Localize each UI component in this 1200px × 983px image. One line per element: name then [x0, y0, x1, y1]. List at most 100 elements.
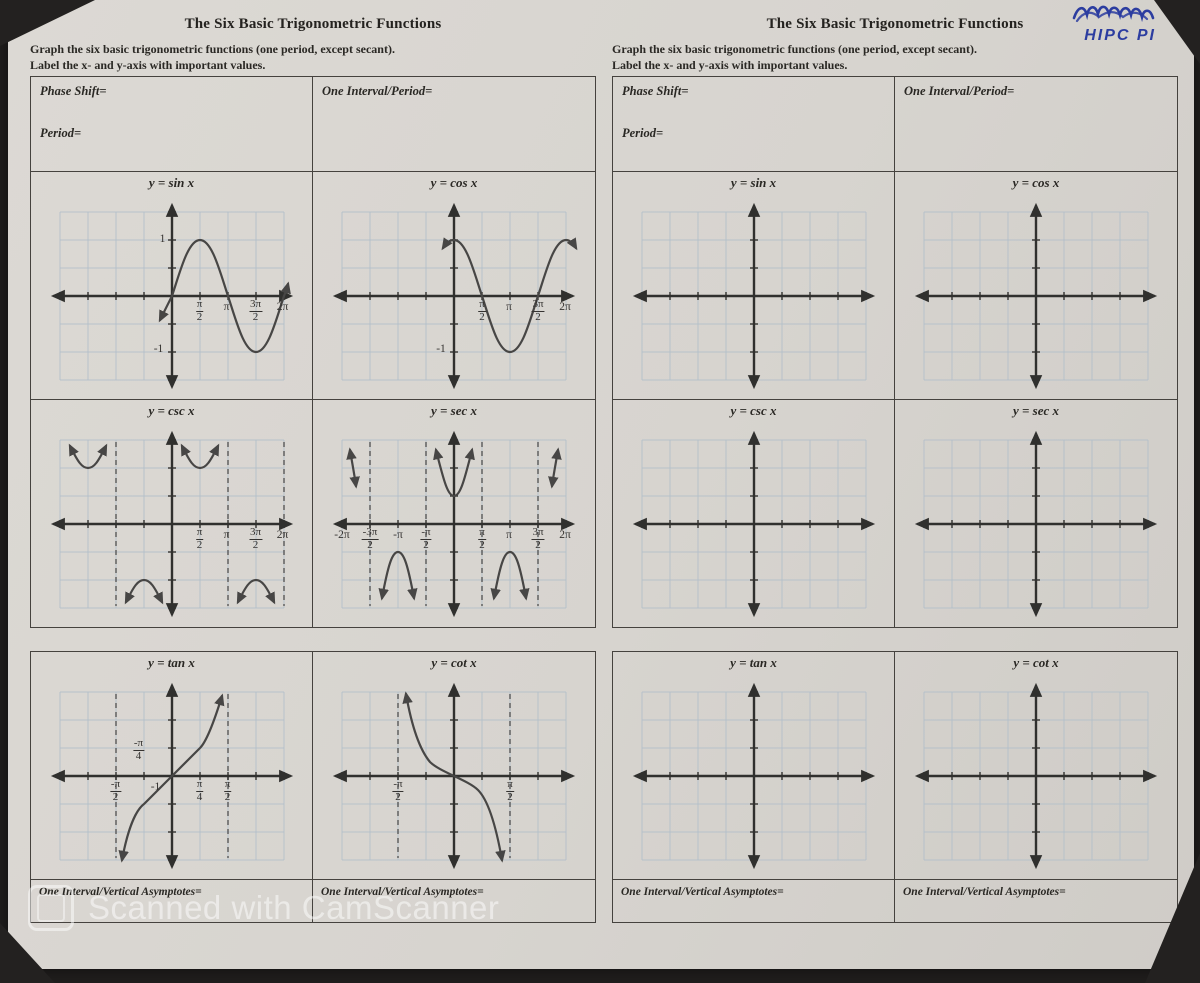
lower-table: y = tan x y = cot x One Interval/Vertica… [612, 651, 1178, 924]
graph-cell-cot-blank: y = cot x [895, 652, 1177, 879]
asymptotes-label: One Interval/Vertical Asymptotes= [321, 886, 484, 899]
asymptotes-label: One Interval/Vertical Asymptotes= [39, 886, 202, 899]
x-axis-label: -π 2 [109, 778, 122, 803]
pen-scribble-icon [1071, 2, 1166, 31]
sin-graph-canvas-blank [624, 196, 884, 396]
sec-graph-canvas-blank [906, 424, 1166, 624]
instruction-line-1: Graph the six basic trigonometric functi… [30, 42, 395, 56]
worksheet-paper: The Six Basic Trigonometric Functions Gr… [8, 0, 1194, 969]
graph-cell-csc-blank: y = csc x [613, 400, 895, 628]
x-axis-label: 2π [559, 529, 571, 542]
asymptotes-label: One Interval/Vertical Asymptotes= [621, 886, 784, 899]
sin-cos-row: y = sin x y = cos x [613, 171, 1177, 400]
csc-sec-row: y = csc x y = sec x [613, 399, 1177, 628]
curve-point-label: -π 4 [132, 737, 145, 762]
upper-table: Phase Shift= Period= One Interval/Period… [612, 76, 1178, 629]
page-title: The Six Basic Trigonometric Functions [766, 16, 1024, 32]
interval-period-cell: One Interval/Period= [895, 77, 1177, 171]
graph-title-sin: y = sin x [148, 175, 195, 191]
asymptotes-cell-cot: One Interval/Vertical Asymptotes= [895, 880, 1177, 922]
asymptotes-label: One Interval/Vertical Asymptotes= [903, 886, 1066, 899]
graph-title-csc: y = csc x [730, 403, 777, 419]
interval-period-label: One Interval/Period= [322, 84, 433, 99]
phase-shift-label: Phase Shift= [622, 84, 689, 99]
x-axis-label: -2π [334, 529, 350, 542]
graph-cell-sin-blank: y = sin x [613, 172, 895, 400]
x-axis-label: 3π 2 [248, 526, 263, 551]
table-gap [612, 628, 1178, 648]
phase-period-cell: Phase Shift= Period= [31, 77, 313, 172]
x-axis-label: -π [393, 529, 403, 542]
y-axis-label: 1 [159, 233, 166, 246]
graph-title-tan: y = tan x [730, 655, 777, 671]
x-axis-label: -π 2 [420, 526, 432, 551]
graph-title-sin: y = sin x [730, 175, 777, 191]
x-axis-label: 2π [559, 301, 571, 314]
tan-graph-canvas-blank [624, 676, 884, 876]
x-axis-label: 3π 2 [531, 298, 545, 323]
graph-title-sec: y = sec x [1012, 403, 1060, 419]
graph-cell-tan-blank: y = tan x [613, 652, 895, 880]
camscanner-watermark: Scanned with CamScanner [28, 885, 499, 931]
instruction-line-1: Graph the six basic trigonometric functi… [612, 42, 977, 56]
period-label: Period= [622, 126, 664, 141]
graph-title-cot: y = cot x [1013, 655, 1059, 671]
graph-title-cos: y = cos x [430, 175, 478, 191]
interval-period-label: One Interval/Period= [904, 84, 1015, 99]
period-label: Period= [40, 126, 82, 141]
x-axis-label: π [223, 301, 230, 314]
handwritten-note: HIPC PI [1084, 27, 1156, 44]
x-axis-label: -π 2 [392, 778, 404, 803]
graph-title-sec: y = sec x [430, 403, 478, 419]
asymptotes-cell-cot: One Interval/Vertical Asymptotes= [313, 880, 595, 922]
graph-title-cos: y = cos x [1012, 175, 1060, 191]
graph-title-csc: y = csc x [148, 403, 195, 419]
csc-graph-canvas-blank [624, 424, 884, 624]
graph-title-tan: y = tan x [148, 655, 195, 671]
y-axis-label: -1 [153, 343, 164, 356]
x-axis-label: π [223, 529, 230, 542]
watermark-text: Scanned with CamScanner [88, 889, 500, 926]
asymptotes-cell-tan: One Interval/Vertical Asymptotes= [613, 880, 895, 923]
x-axis-label: 2π [276, 529, 289, 542]
phase-shift-label: Phase Shift= [40, 84, 107, 99]
y-axis-label: -1 [436, 343, 446, 356]
header-row: Phase Shift= Period= One Interval/Period… [613, 77, 1177, 172]
graph-title-cot: y = cot x [431, 655, 477, 671]
cot-graph-canvas-blank [906, 676, 1166, 876]
asymptotes-cell-tan: One Interval/Vertical Asymptotes= [31, 880, 313, 923]
asymptotes-row: One Interval/Vertical Asymptotes= One In… [613, 879, 1177, 923]
upper-table: Phase Shift= Period= One Interval/Period… [30, 76, 596, 629]
asymptotes-row: One Interval/Vertical Asymptotes= One In… [31, 879, 595, 923]
camscanner-logo-icon [28, 885, 74, 931]
graph-cell-cos-blank: y = cos x [895, 172, 1177, 399]
x-axis-label: 3π 2 [248, 298, 263, 323]
x-axis-label: 2π [276, 301, 289, 314]
tan-cot-row: y = tan x y = cot x [613, 652, 1177, 880]
worksheet-left-filled: The Six Basic Trigonometric Functions Gr… [30, 8, 596, 924]
instruction-line-2: Label the x- and y-axis with important v… [30, 57, 266, 72]
phase-period-cell: Phase Shift= Period= [613, 77, 895, 172]
header-row: Phase Shift= Period= One Interval/Period… [31, 77, 595, 172]
instruction-line-2: Label the x- and y-axis with important v… [612, 57, 848, 72]
